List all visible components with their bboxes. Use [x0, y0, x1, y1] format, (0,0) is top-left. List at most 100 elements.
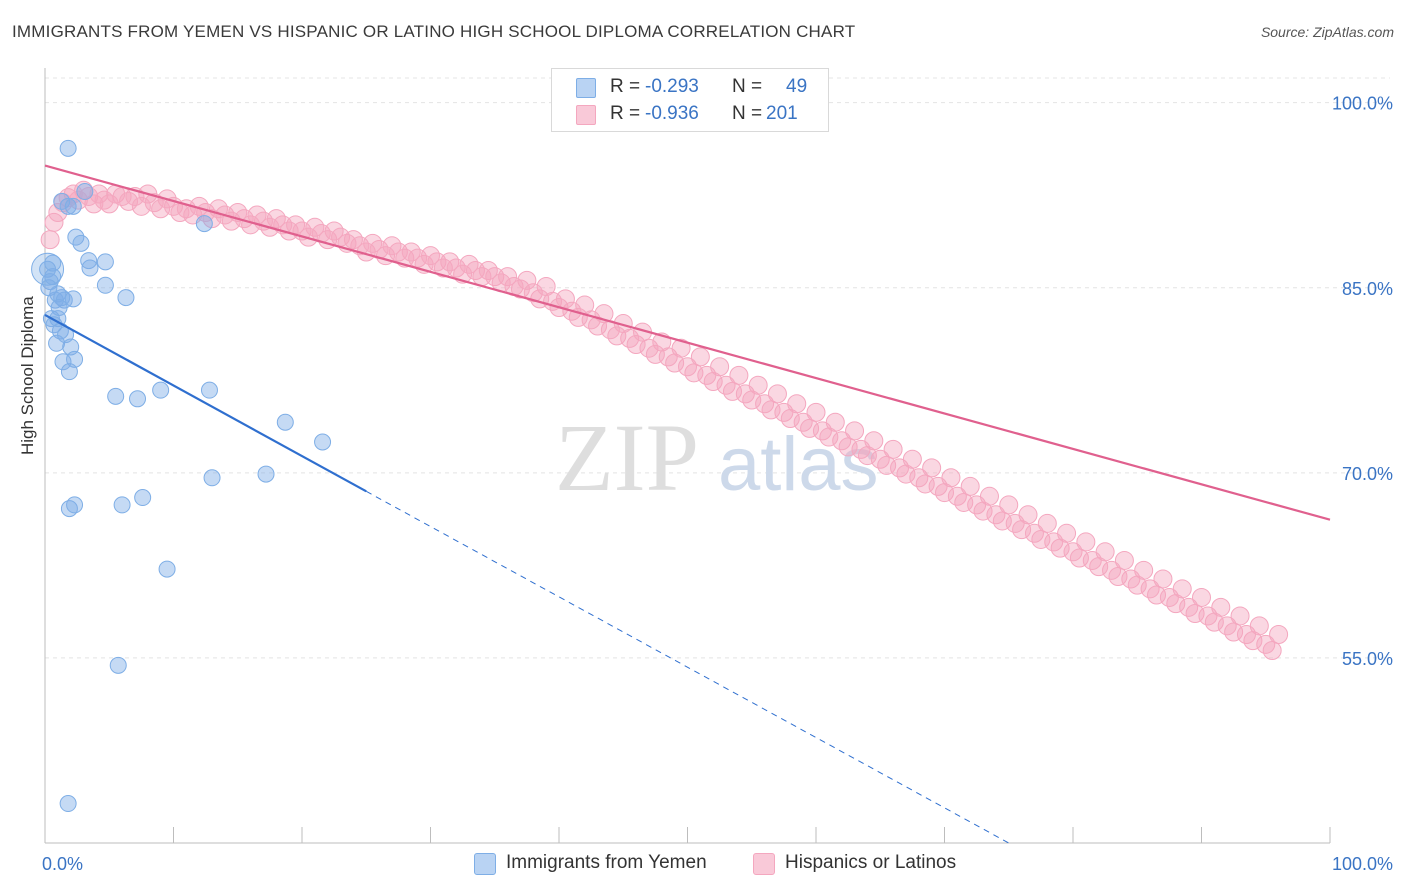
- legend-r-label: R =: [610, 76, 641, 97]
- source-label: Source: ZipAtlas.com: [1260, 24, 1394, 40]
- data-point-yemen: [50, 299, 68, 316]
- data-point-yemen: [117, 289, 135, 307]
- y-tick-label: 100.0%: [1332, 94, 1393, 114]
- data-point-yemen: [113, 496, 131, 514]
- data-point-hispanics: [960, 476, 980, 496]
- data-point-yemen: [96, 253, 114, 271]
- legend-r-label: R =: [610, 103, 641, 124]
- data-point-hispanics: [517, 270, 537, 290]
- legend-n-value-yemen: 49: [786, 76, 808, 97]
- data-point-hispanics: [979, 486, 999, 506]
- legend-swatch-yemen: [576, 78, 596, 98]
- data-point-hispanics: [1249, 616, 1269, 636]
- x-tick-label-min: 0.0%: [42, 854, 83, 874]
- trend-line-yemen-extrapolated: [366, 490, 1009, 844]
- data-point-hispanics: [1192, 587, 1211, 607]
- data-point-hispanics: [1230, 606, 1250, 626]
- data-point-hispanics: [922, 458, 942, 478]
- data-point-hispanics: [1018, 505, 1038, 525]
- data-point-hispanics: [787, 394, 807, 414]
- bottom-legend-swatch-hispanics: [753, 853, 775, 875]
- data-point-hispanics: [1153, 569, 1173, 589]
- data-point-hispanics: [498, 267, 518, 287]
- data-point-yemen: [48, 334, 66, 352]
- data-point-yemen-large: [31, 252, 65, 286]
- data-point-hispanics: [845, 421, 865, 441]
- data-point-hispanics: [999, 495, 1019, 515]
- x-tick-label-max: 100.0%: [1332, 854, 1393, 874]
- data-point-hispanics: [710, 357, 730, 377]
- data-point-hispanics: [84, 194, 104, 214]
- data-point-yemen: [134, 489, 152, 507]
- legend-r-value-yemen: -0.293: [645, 76, 699, 97]
- data-point-yemen: [81, 259, 99, 277]
- data-point-yemen: [107, 387, 125, 405]
- data-point-hispanics: [44, 212, 64, 232]
- legend-n-label: N =: [732, 103, 763, 124]
- data-point-hispanics: [40, 230, 60, 250]
- bottom-legend-label-yemen: Immigrants from Yemen: [506, 852, 707, 873]
- data-point-hispanics: [1076, 532, 1096, 552]
- trend-lines: [44, 164, 1331, 844]
- trend-line-hispanics: [44, 164, 1331, 521]
- data-point-hispanics: [1114, 550, 1134, 570]
- y-axis-label: High School Diploma: [18, 296, 37, 455]
- data-point-yemen: [44, 254, 62, 272]
- y-tick-label: 85.0%: [1342, 279, 1393, 299]
- data-point-hispanics: [1134, 560, 1154, 580]
- legend-row-yemen: R = -0.293 N = 49: [552, 73, 828, 101]
- data-point-hispanics: [89, 184, 109, 204]
- data-point-yemen: [257, 465, 275, 483]
- data-point-hispanics: [555, 289, 575, 309]
- bottom-legend-label-hispanics: Hispanics or Latinos: [785, 852, 957, 873]
- data-point-yemen: [59, 795, 77, 813]
- data-point-hispanics: [902, 449, 922, 469]
- watermark: ZIP atlas: [555, 404, 879, 511]
- data-point-hispanics: [1037, 513, 1057, 533]
- watermark-zip: ZIP: [555, 404, 699, 511]
- data-point-hispanics: [131, 196, 151, 216]
- y-tick-label: 70.0%: [1342, 464, 1393, 484]
- data-point-hispanics: [119, 191, 139, 211]
- data-point-yemen: [152, 381, 170, 399]
- legend-row-hispanics: R = -0.936 N = 201: [552, 100, 828, 128]
- chart-title: IMMIGRANTS FROM YEMEN VS HISPANIC OR LAT…: [12, 22, 856, 41]
- data-point-hispanics: [1095, 542, 1115, 562]
- bottom-legend-swatch-yemen: [474, 853, 496, 875]
- data-point-yemen: [276, 413, 294, 431]
- legend-n-value-hispanics: 201: [766, 103, 798, 124]
- data-point-yemen: [109, 656, 127, 674]
- data-point-hispanics: [864, 431, 884, 451]
- data-point-hispanics: [671, 338, 691, 358]
- data-point-hispanics: [690, 347, 710, 367]
- correlation-legend: R = -0.293 N = 49 R = -0.936 N = 201: [551, 68, 829, 132]
- trend-line-yemen: [44, 313, 367, 493]
- legend-r-value-hispanics: -0.936: [645, 103, 699, 124]
- data-point-yemen: [314, 433, 332, 451]
- data-point-yemen: [195, 215, 213, 233]
- data-point-hispanics: [1211, 597, 1231, 617]
- data-point-yemen: [60, 363, 78, 381]
- series-yemen-points: [31, 139, 332, 813]
- data-point-hispanics: [1172, 579, 1192, 599]
- data-point-yemen: [64, 290, 82, 308]
- data-point-yemen: [158, 560, 176, 578]
- data-point-yemen: [203, 469, 221, 487]
- data-point-hispanics: [94, 190, 114, 210]
- legend-n-label: N =: [732, 76, 763, 97]
- data-point-hispanics: [1269, 624, 1289, 644]
- data-point-yemen: [59, 197, 77, 215]
- data-point-yemen: [200, 381, 218, 399]
- data-point-yemen: [64, 197, 82, 215]
- data-point-hispanics: [1262, 641, 1282, 661]
- data-point-hispanics: [825, 412, 845, 432]
- legend-swatch-hispanics: [576, 105, 596, 125]
- data-point-hispanics: [883, 439, 903, 459]
- watermark-atlas: atlas: [718, 422, 879, 507]
- data-point-hispanics: [1057, 523, 1077, 543]
- axes: [44, 68, 1331, 844]
- data-point-yemen: [129, 390, 147, 408]
- data-point-yemen: [66, 496, 84, 514]
- data-point-hispanics: [626, 335, 646, 355]
